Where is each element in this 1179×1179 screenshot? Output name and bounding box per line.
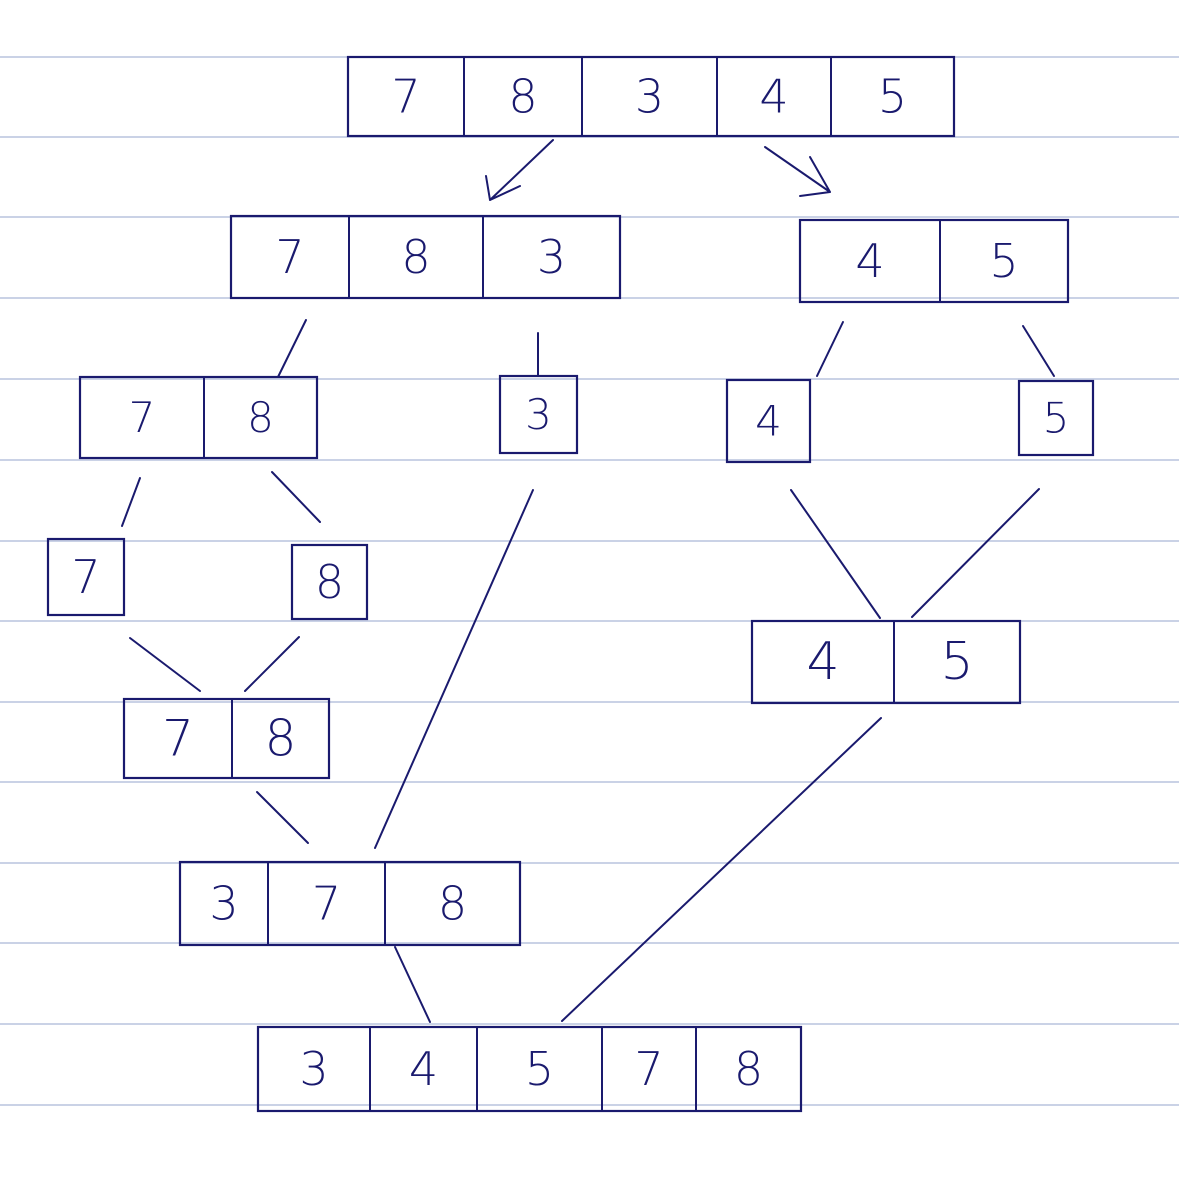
cell-value: 5 xyxy=(1043,394,1070,443)
array-outline xyxy=(46,537,126,617)
cell-value: 4 xyxy=(409,1042,438,1096)
connector-line xyxy=(394,946,431,1023)
connector-line xyxy=(1022,325,1055,377)
cell-value: 4 xyxy=(755,397,782,446)
cell-value: 5 xyxy=(878,70,907,124)
cell-value: 5 xyxy=(989,234,1018,288)
cell-value: 4 xyxy=(855,234,884,288)
cell-value: 5 xyxy=(525,1042,554,1096)
connector-line xyxy=(790,489,881,619)
array-outline xyxy=(178,860,522,947)
connector-line xyxy=(244,636,300,692)
array-box-r6: 3 4 5 7 8 xyxy=(256,1025,803,1113)
ruled-lines xyxy=(0,56,1179,1106)
array-box-r3b: 8 xyxy=(290,543,369,621)
split-arrow-right xyxy=(764,146,831,197)
connector-line xyxy=(277,319,307,378)
array-outline xyxy=(498,374,579,455)
array-outline xyxy=(256,1025,803,1113)
cell-value: 8 xyxy=(508,70,537,124)
cell-value: 7 xyxy=(129,393,156,442)
cell-value: 3 xyxy=(525,390,552,439)
connector-line xyxy=(911,488,1040,618)
cell-value: 7 xyxy=(312,877,341,931)
cell-value: 5 xyxy=(940,632,973,692)
cell-value: 7 xyxy=(634,1042,663,1096)
cell-value: 7 xyxy=(162,710,194,768)
cell-value: 8 xyxy=(734,1042,763,1096)
array-outline xyxy=(78,375,319,460)
cell-value: 8 xyxy=(438,877,467,931)
cell-value: 8 xyxy=(265,710,297,768)
cell-value: 4 xyxy=(759,70,788,124)
cell-value: 8 xyxy=(247,393,274,442)
connector-line xyxy=(374,489,534,849)
array-outline xyxy=(750,619,1022,705)
array-box-r3a: 7 xyxy=(46,537,126,617)
array-box-r2d: 5 xyxy=(1017,379,1095,457)
connector-line xyxy=(129,637,201,692)
cell-value: 3 xyxy=(299,1042,328,1096)
array-box-r2b: 3 xyxy=(498,374,579,455)
array-outline xyxy=(1017,379,1095,457)
array-boxes: 7 8 3 4 57 8 3 4 57 8 3 4 57 87 84 53 7 83 4 5 7 8 xyxy=(46,55,1095,1113)
cell-value: 7 xyxy=(275,230,304,284)
array-outline xyxy=(290,543,369,621)
array-outline xyxy=(229,214,622,300)
array-box-r1a: 7 8 3 xyxy=(229,214,622,300)
cell-value: 7 xyxy=(391,70,420,124)
cell-value: 8 xyxy=(401,230,430,284)
array-box-r2c: 4 xyxy=(725,378,812,464)
cell-value: 8 xyxy=(315,555,344,609)
cell-value: 3 xyxy=(209,877,238,931)
cell-value: 3 xyxy=(537,230,566,284)
array-box-r5: 3 7 8 xyxy=(178,860,522,947)
array-outline xyxy=(798,218,1070,304)
array-outline xyxy=(725,378,812,464)
connector-line xyxy=(256,791,309,844)
array-outline xyxy=(346,55,956,138)
connector-line xyxy=(561,717,882,1022)
cell-value: 4 xyxy=(806,632,839,692)
cell-value: 7 xyxy=(71,550,100,604)
connector-line xyxy=(816,321,844,377)
array-outline xyxy=(122,697,331,780)
connector-line xyxy=(271,471,321,523)
array-box-r0: 7 8 3 4 5 xyxy=(346,55,956,138)
connector-line xyxy=(121,477,141,527)
cell-value: 3 xyxy=(635,70,664,124)
connectors xyxy=(121,139,1055,1023)
split-arrow-left xyxy=(485,139,554,201)
